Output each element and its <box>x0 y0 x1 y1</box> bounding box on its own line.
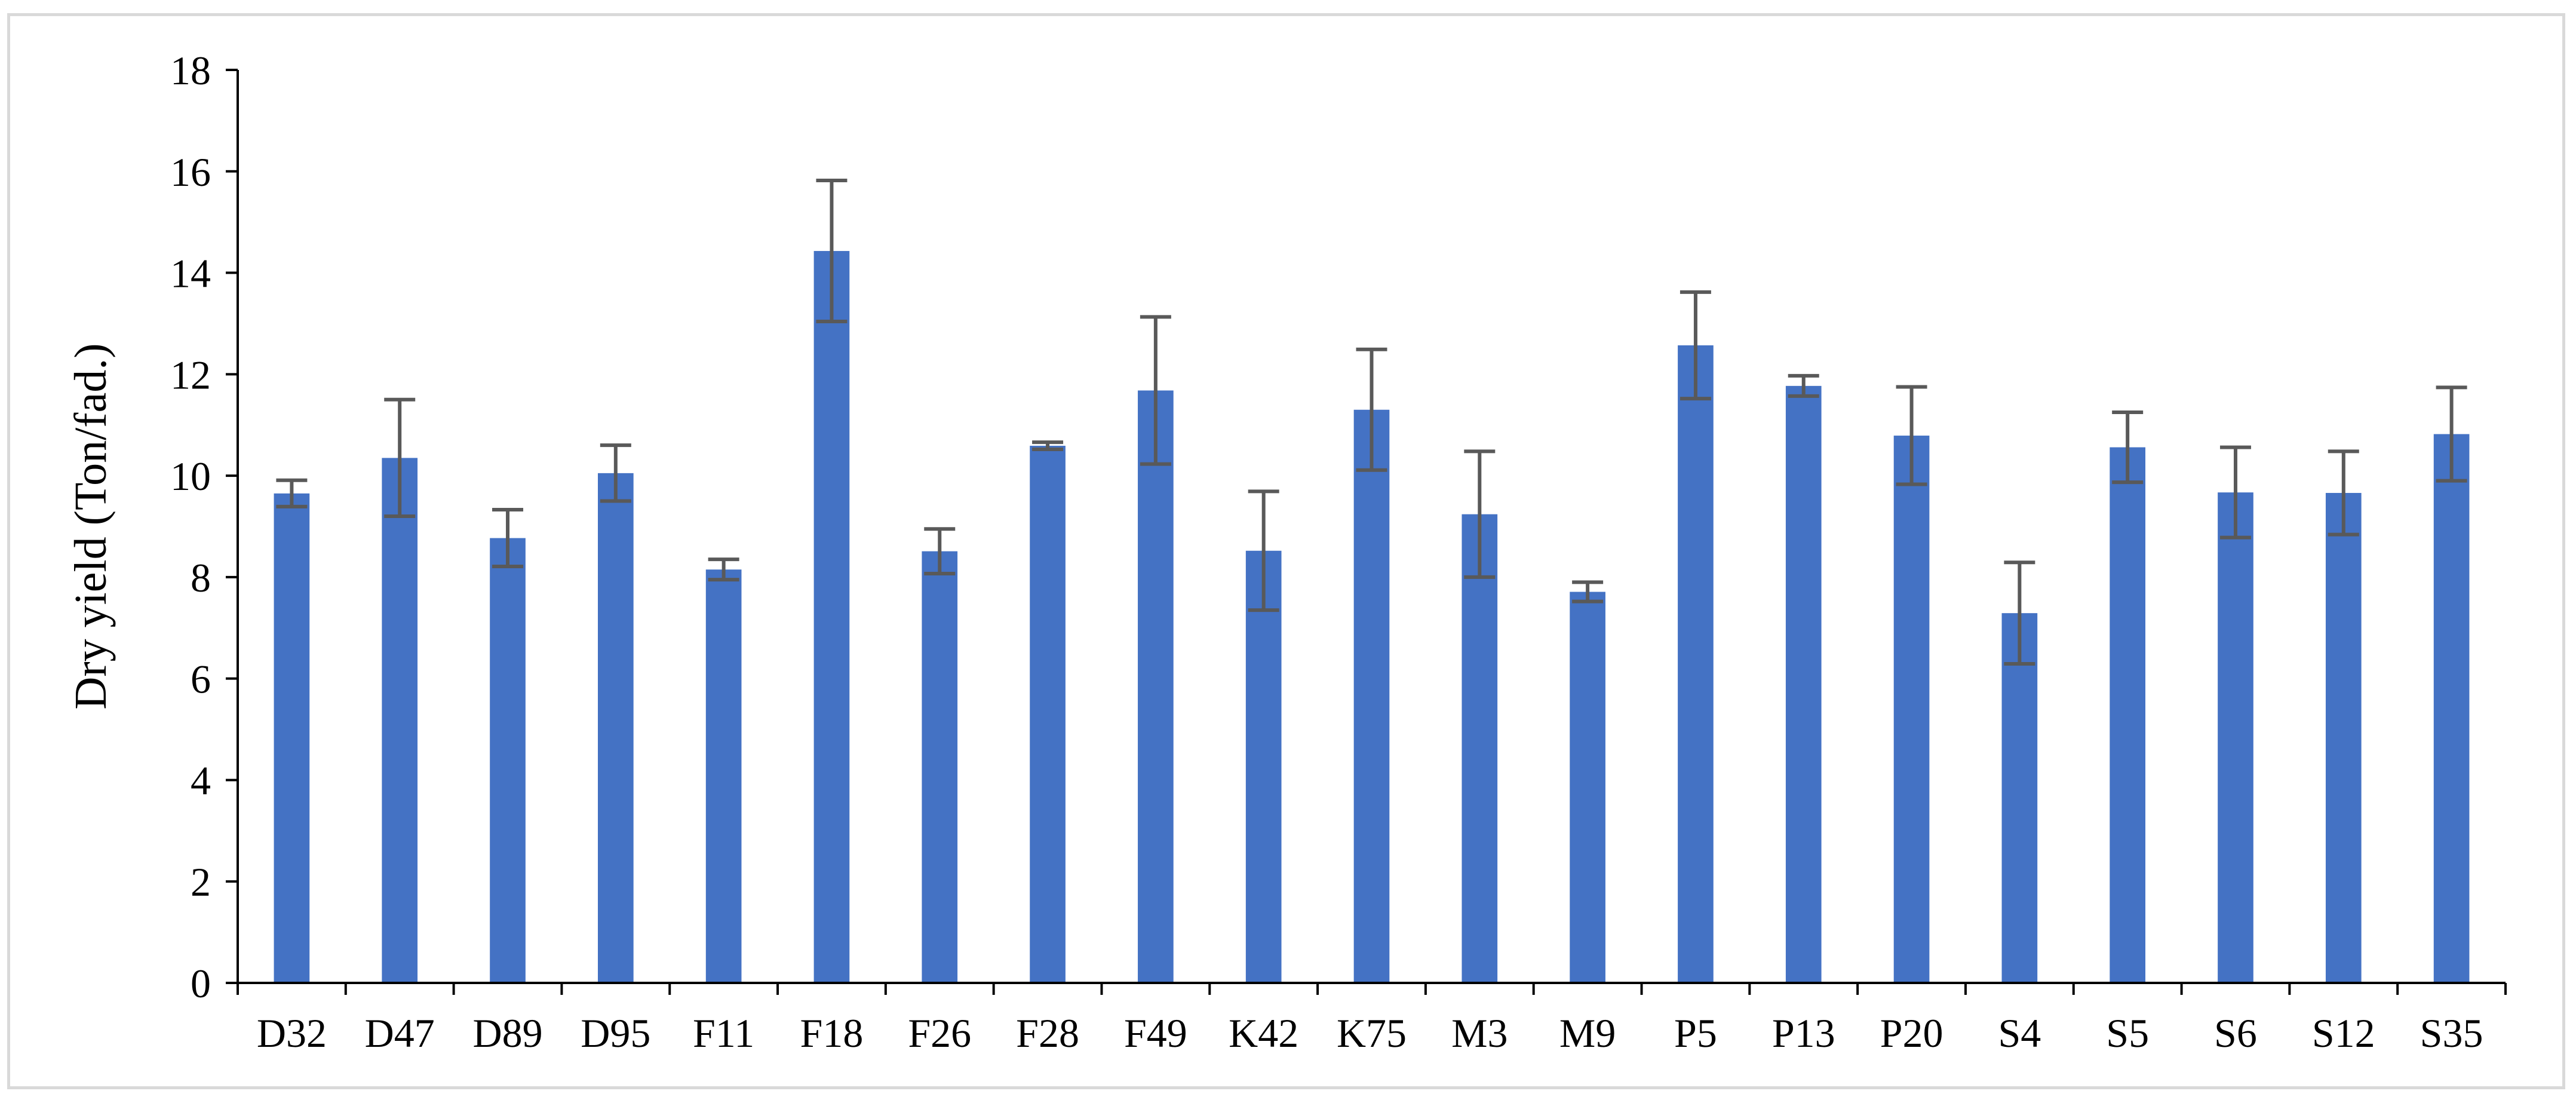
error-bar <box>2219 445 2251 540</box>
x-category-label: F18 <box>800 1010 864 1056</box>
x-category-label: D95 <box>581 1010 650 1056</box>
x-category-label: S4 <box>1998 1010 2041 1056</box>
y-ticks-layer: 0 2 4 6 8 10 12 14 16 18 <box>170 48 2507 1006</box>
error-bar <box>1680 290 1711 401</box>
bar <box>1678 345 1714 983</box>
x-category-label: S6 <box>2214 1010 2257 1056</box>
error-bars-layer <box>276 179 2467 666</box>
bar <box>2325 492 2362 983</box>
error-bar <box>600 443 631 503</box>
x-category-label: S12 <box>2312 1010 2375 1056</box>
bar <box>1245 550 1282 983</box>
bars-layer <box>274 251 2470 983</box>
y-tick-label: 0 <box>191 961 211 1006</box>
x-category-label: M9 <box>1559 1010 1616 1056</box>
x-category-label: P20 <box>1880 1010 1943 1056</box>
bar-chart: 0 2 4 6 8 10 12 14 16 18 D32 D47 D89 D95 F11 F18 F26 F28… <box>66 48 2507 1056</box>
x-category-label: S5 <box>2106 1010 2149 1056</box>
axes-layer <box>237 70 2506 984</box>
error-bar <box>1248 489 1279 612</box>
x-category-label: F11 <box>693 1010 754 1056</box>
x-category-label: D89 <box>472 1010 542 1056</box>
x-category-label: M3 <box>1451 1010 1507 1056</box>
y-tick-label: 4 <box>191 758 211 803</box>
bar <box>813 251 850 983</box>
error-bar <box>1788 373 1819 398</box>
bar <box>2110 447 2146 983</box>
x-category-label: F26 <box>908 1010 971 1056</box>
error-bar <box>2328 449 2359 537</box>
bar <box>382 458 418 983</box>
error-bar <box>2004 560 2035 666</box>
x-category-label: P5 <box>1674 1010 1717 1056</box>
y-tick-label: 12 <box>170 352 211 397</box>
error-bar <box>492 507 524 569</box>
bar <box>1462 514 1498 983</box>
bar <box>2001 613 2038 983</box>
bar <box>705 569 742 983</box>
bar <box>1353 409 1390 983</box>
x-category-label: F28 <box>1016 1010 1079 1056</box>
bar <box>1030 446 1066 983</box>
y-tick-label: 8 <box>191 555 211 601</box>
error-bar <box>2436 385 2467 483</box>
bar <box>1138 390 1174 983</box>
error-bar <box>1896 385 1927 486</box>
bar <box>274 493 310 983</box>
error-bar <box>1464 449 1496 579</box>
y-tick-label: 14 <box>170 251 211 296</box>
x-labels-layer: D32 D47 D89 D95 F11 F18 F26 F28 F49 K42 K75 M3 M9 P5 P… <box>257 1010 2483 1056</box>
x-category-label: K42 <box>1229 1010 1298 1056</box>
y-tick-label: 6 <box>191 657 211 702</box>
error-bar <box>816 179 848 324</box>
y-tick-label: 2 <box>191 859 211 905</box>
bar <box>1570 592 1605 983</box>
bar <box>490 538 526 983</box>
bar <box>1893 436 1930 983</box>
chart-frame: 0 2 4 6 8 10 12 14 16 18 D32 D47 D89 D95 F11 F18 F26 F28… <box>7 13 2565 1089</box>
error-bar <box>1140 315 1171 466</box>
x-category-label: K75 <box>1337 1010 1407 1056</box>
error-bar <box>2112 410 2144 485</box>
bar <box>2218 492 2253 983</box>
bar <box>1785 385 1822 983</box>
y-tick-label: 18 <box>170 48 211 93</box>
y-axis-title: Dry yield (Ton/fad.) <box>66 343 116 709</box>
x-category-label: S35 <box>2420 1010 2483 1056</box>
error-bar <box>1572 580 1604 603</box>
bar <box>2433 434 2470 983</box>
y-tick-label: 10 <box>170 454 211 499</box>
x-category-label: D32 <box>257 1010 327 1056</box>
bar <box>597 473 634 983</box>
error-bar <box>276 478 308 508</box>
bar <box>922 551 958 983</box>
x-category-label: F49 <box>1124 1010 1187 1056</box>
error-bar <box>708 557 739 582</box>
y-tick-label: 16 <box>170 149 211 195</box>
error-bar <box>924 527 956 575</box>
x-category-label: D47 <box>365 1010 435 1056</box>
error-bar <box>1032 440 1064 451</box>
error-bar <box>384 397 416 519</box>
error-bar <box>1356 347 1387 472</box>
x-category-label: P13 <box>1772 1010 1835 1056</box>
